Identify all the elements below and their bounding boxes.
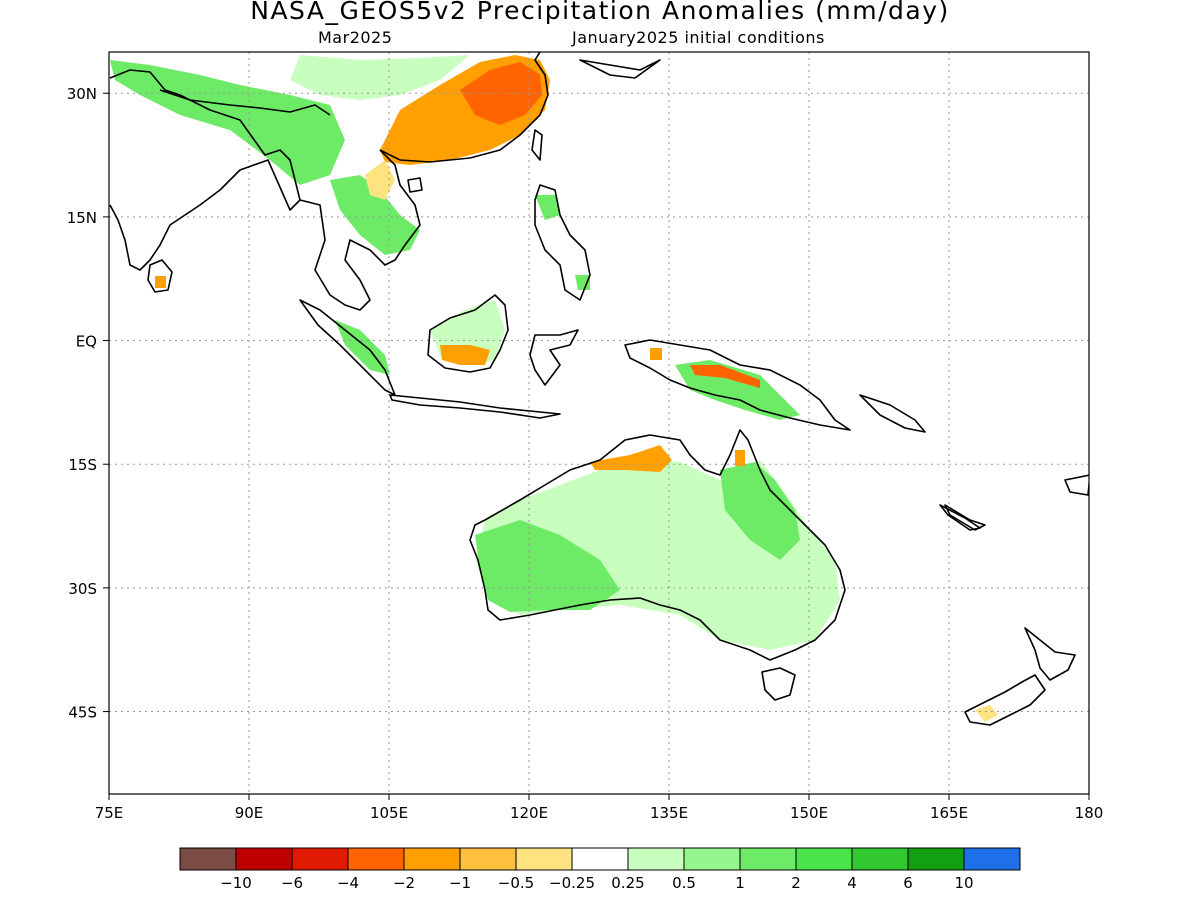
colorbar-swatch xyxy=(291,847,349,871)
colorbar-swatch xyxy=(235,847,293,871)
lon-tick-label: 135E xyxy=(650,804,688,822)
coast-burma-thai xyxy=(299,149,421,311)
shade-srilanka-dry xyxy=(155,276,166,288)
coast-newguinea xyxy=(624,339,851,431)
coast-india xyxy=(109,69,301,271)
colorbar-label: −0.25 xyxy=(549,874,595,892)
lon-tick-label: 75E xyxy=(95,804,124,822)
forecast-month: Mar2025 xyxy=(318,28,393,47)
shade-philippines-wet xyxy=(535,195,590,290)
map-frame xyxy=(108,51,1090,795)
colorbar-swatch xyxy=(907,847,965,871)
coast-china xyxy=(379,52,549,163)
coastlines xyxy=(109,52,1089,726)
colorbar-swatch xyxy=(403,847,461,871)
colorbar-label: 10 xyxy=(954,874,973,892)
colorbar-swatch xyxy=(683,847,741,871)
shade-borneo-dry xyxy=(440,345,490,365)
colorbar-swatch xyxy=(347,847,405,871)
coast-tasmania xyxy=(761,667,796,701)
coast-nz-north xyxy=(1024,627,1076,681)
coast-himalaya-border xyxy=(159,89,331,116)
lon-tick-label: 90E xyxy=(235,804,264,822)
coast-taiwan xyxy=(531,129,543,161)
coast-java xyxy=(389,394,561,419)
shade-indochina-wet xyxy=(330,175,420,255)
colorbar-label: −10 xyxy=(220,874,252,892)
coast-japan-south xyxy=(579,59,661,79)
coast-borneo xyxy=(427,294,509,373)
colorbar-label: 0.5 xyxy=(672,874,696,892)
shade-australia-west-wet xyxy=(475,520,620,612)
gridlines xyxy=(109,52,1089,794)
colorbar-swatch xyxy=(739,847,797,871)
lon-tick-label: 150E xyxy=(790,804,828,822)
lat-tick-label: 30S xyxy=(68,580,97,598)
shade-westpapua-dry xyxy=(650,348,662,360)
colorbar-label: −0.5 xyxy=(498,874,534,892)
colorbar-swatch xyxy=(459,847,517,871)
shade-tibet-wet xyxy=(290,55,470,100)
lat-tick-label: EQ xyxy=(76,333,97,351)
coast-hainan xyxy=(407,177,423,193)
coast-solomons xyxy=(859,394,926,433)
colorbar-swatch xyxy=(571,847,629,871)
shade-australia-north-dry xyxy=(590,445,672,472)
colorbar-swatch xyxy=(627,847,685,871)
map-title: NASA_GEOS5v2 Precipitation Anomalies (mm… xyxy=(250,0,950,25)
colorbar-label: 2 xyxy=(791,874,801,892)
colorbar-swatch xyxy=(963,847,1021,871)
colorbar-swatch xyxy=(851,847,909,871)
colorbar: −10 −6 −4 −2 −1 −0.5 −0.25 0.25 0.5 1 2 4 6 10 xyxy=(179,847,1021,892)
colorbar-label: 0.25 xyxy=(611,874,644,892)
coast-australia xyxy=(469,429,846,661)
lat-tick-label: 15S xyxy=(68,456,97,474)
lat-tick-label: 15N xyxy=(67,209,97,227)
lat-tick-label: 30N xyxy=(67,85,97,103)
initial-conditions-label: January2025 initial conditions xyxy=(572,28,825,47)
colorbar-label: 1 xyxy=(735,874,745,892)
shade-newzealand-dry xyxy=(975,705,998,722)
colorbar-label: −4 xyxy=(337,874,359,892)
coast-philippines xyxy=(534,184,591,301)
coast-vanuatu-fiji xyxy=(944,474,1089,531)
lat-tick-label: 45S xyxy=(68,704,97,722)
colorbar-swatch xyxy=(795,847,853,871)
colorbar-swatch xyxy=(179,847,237,871)
shade-newguinea-dry xyxy=(690,365,760,388)
colorbar-label: −1 xyxy=(449,874,471,892)
shade-australia-ne-wet xyxy=(720,462,800,560)
colorbar-label: 4 xyxy=(847,874,857,892)
coast-sulawesi xyxy=(529,329,579,386)
lon-tick-label: 120E xyxy=(510,804,548,822)
shade-capeyork-dry xyxy=(735,450,745,466)
coast-srilanka xyxy=(147,259,173,293)
shade-myanmar-dry xyxy=(365,160,395,200)
lon-tick-label: 180 xyxy=(1075,804,1104,822)
colorbar-label: 6 xyxy=(903,874,913,892)
coast-nz-south xyxy=(964,674,1046,726)
colorbar-swatch xyxy=(515,847,573,871)
colorbar-label: −2 xyxy=(393,874,415,892)
shade-china-dry-strong xyxy=(460,62,542,125)
colorbar-label: −6 xyxy=(281,874,303,892)
lon-tick-label: 105E xyxy=(370,804,408,822)
anomaly-shading xyxy=(110,55,998,722)
coast-newcaledonia xyxy=(939,504,981,531)
axis-labels: 75E 90E 105E 120E 135E 150E 165E 180 30N 15N EQ 15S… xyxy=(67,85,1104,822)
lon-tick-label: 165E xyxy=(930,804,968,822)
